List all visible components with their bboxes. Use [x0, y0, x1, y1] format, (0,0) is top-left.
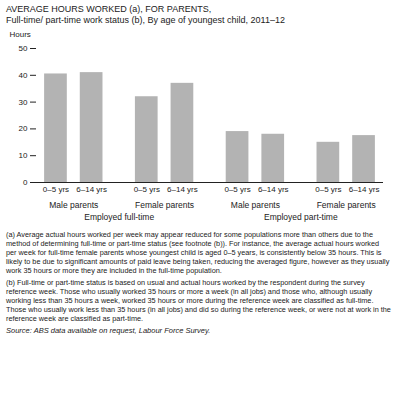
html-text:AVERAGE HOURS WORKED (a), FOR: AVERAGE HOURS WORKED (a), FOR PARENTS, [6, 4, 212, 14]
svg-text:10: 10 [19, 151, 28, 160]
svg-text:6–14 yrs: 6–14 yrs [76, 185, 107, 194]
svg-text:Male parents: Male parents [49, 200, 98, 210]
svg-text:30: 30 [19, 98, 28, 107]
svg-text:6–14 yrs: 6–14 yrs [258, 185, 289, 194]
html-text:Source: ABS data available on: Source: ABS data available on request, L… [6, 326, 211, 335]
svg-text:50: 50 [19, 44, 28, 53]
svg-text:6–14 yrs: 6–14 yrs [349, 185, 380, 194]
html-text:Full-time/ part-time work stat: Full-time/ part-time work status (b), By… [6, 15, 285, 25]
html-text:(a) Average actual hours worke: (a) Average actual hours worked per week… [6, 230, 390, 275]
svg-text:6–14 yrs: 6–14 yrs [167, 185, 198, 194]
svg-text:Female parents: Female parents [317, 200, 376, 210]
svg-text:0–5 yrs: 0–5 yrs [224, 185, 250, 194]
svg-text:40: 40 [19, 71, 28, 80]
svg-text:0–5 yrs: 0–5 yrs [315, 185, 341, 194]
svg-text:Female parents: Female parents [135, 200, 194, 210]
svg-text:Hours: Hours [10, 30, 31, 39]
svg-text:20: 20 [19, 124, 28, 133]
svg-text:Employed full-time: Employed full-time [84, 212, 154, 222]
svg-text:0–5 yrs: 0–5 yrs [134, 185, 160, 194]
html-text:(b) Full-time or part-time sta: (b) Full-time or part-time status is bas… [6, 278, 391, 323]
svg-text:0: 0 [23, 178, 28, 187]
svg-text:Employed part-time: Employed part-time [264, 212, 338, 222]
svg-text:Male parents: Male parents [231, 200, 280, 210]
svg-text:0–5 yrs: 0–5 yrs [43, 185, 69, 194]
